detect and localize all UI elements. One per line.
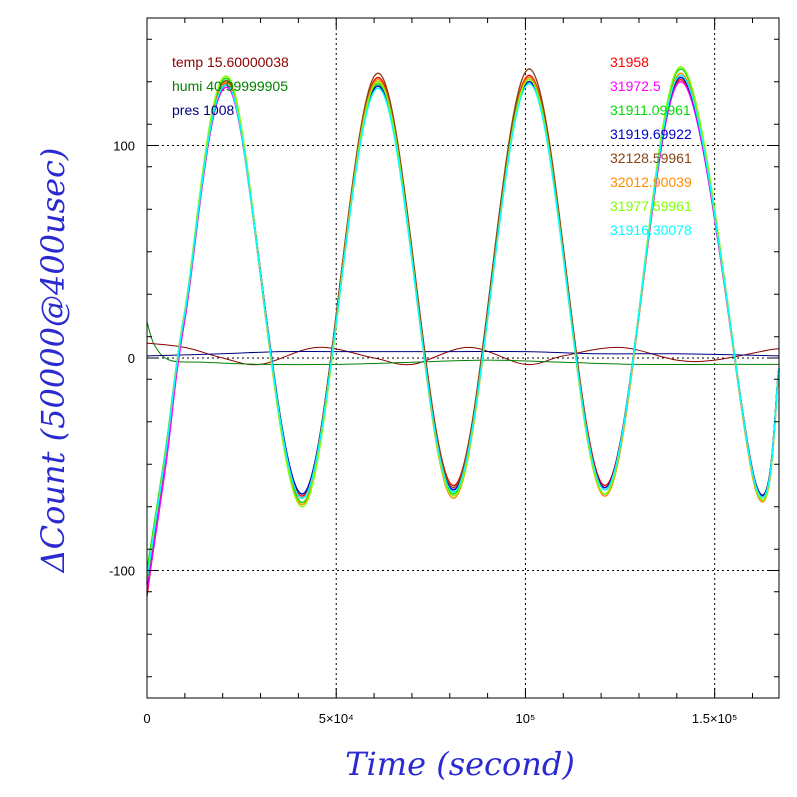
x-tick-label: 10⁵ [516, 711, 536, 726]
environment-lines [146, 321, 780, 366]
env-legend-entry: temp 15.60000038 [172, 54, 289, 70]
env-line-pres [146, 350, 780, 357]
series-legend-entry: 31911.09961 [610, 102, 691, 118]
env-line-humi [146, 321, 779, 366]
env-legend-entry: humi 40.99999905 [172, 78, 288, 94]
y-tick-label: 100 [113, 139, 135, 154]
y-axis-title: ΔCount (50000@400usec) [34, 148, 72, 575]
x-tick-label: 1.5×10⁵ [692, 711, 738, 726]
x-tick-label: 5×10⁴ [319, 711, 354, 726]
series-legend-entry: 31919.69922 [610, 126, 692, 142]
series-line-7 [146, 66, 780, 578]
env-line-temp [146, 342, 780, 366]
series-line-8 [146, 74, 780, 580]
x-axis-title: Time (second) [345, 745, 575, 783]
series-legend-entry: 32012.90039 [610, 174, 692, 190]
y-tick-label: -100 [109, 564, 135, 579]
grid [147, 18, 779, 698]
series-lines [146, 66, 780, 597]
series-legend: 31958 31972.5 31911.09961 31919.69922 32128.… [610, 54, 692, 238]
series-legend-entry: 31916.30078 [610, 222, 692, 238]
tick-labels: 0 5×10⁴ 10⁵ 1.5×10⁵ -100 0 100 [109, 139, 737, 727]
series-legend-entry: 31972.5 [610, 78, 661, 94]
y-tick-label: 0 [128, 351, 135, 366]
series-legend-entry: 31977.59961 [610, 198, 692, 214]
tick-marks [146, 18, 779, 698]
environment-legend: temp 15.60000038 humi 40.99999905 pres 100… [172, 54, 289, 118]
series-legend-entry: 31958 [610, 54, 649, 70]
env-legend-entry: pres 1008 [172, 102, 234, 118]
series-legend-entry: 32128.59961 [610, 150, 692, 166]
x-tick-label: 0 [143, 711, 150, 726]
